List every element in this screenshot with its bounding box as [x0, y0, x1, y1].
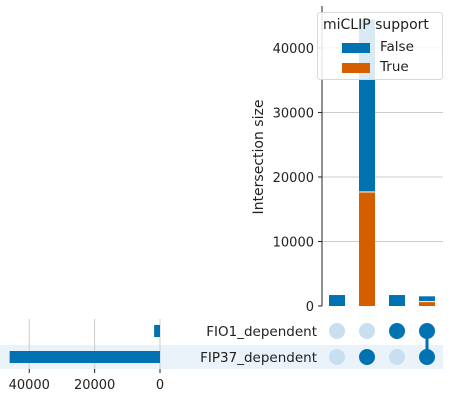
set-size-bar — [154, 325, 160, 337]
y-tick-label: 0 — [306, 300, 314, 315]
set-labels: FIO1_dependent FIP37_dependent — [200, 324, 317, 366]
intersection-matrix — [329, 323, 435, 365]
legend-title: miCLIP support — [323, 17, 429, 33]
matrix-dot-inactive — [329, 349, 345, 365]
y-tick-label: 10000 — [273, 235, 314, 250]
legend-swatch-true — [342, 63, 370, 73]
y-tick-label: 40000 — [273, 42, 314, 57]
legend-label-true: True — [380, 59, 409, 75]
set-size-tick-label: 0 — [156, 378, 164, 393]
matrix-dot-inactive — [359, 323, 375, 339]
legend-label-false: False — [380, 39, 414, 55]
bar-true — [419, 302, 435, 306]
bar-false — [419, 296, 435, 302]
y-axis-label: Intersection size — [251, 100, 267, 215]
set-label: FIO1_dependent — [206, 324, 317, 340]
bar-false — [389, 295, 405, 306]
y-tick-label: 20000 — [273, 171, 314, 186]
matrix-dot-active — [389, 323, 405, 339]
matrix-dot-active — [419, 323, 435, 339]
set-size-tick-label: 20000 — [74, 378, 115, 393]
legend: miCLIP support False True — [317, 12, 443, 80]
bar-false — [329, 295, 345, 306]
legend-swatch-false — [342, 43, 370, 53]
set-size-tick-labels: 40000 20000 0 — [9, 369, 164, 393]
set-size-bars — [9, 325, 160, 363]
matrix-dot-inactive — [329, 323, 345, 339]
matrix-dot-active — [419, 349, 435, 365]
matrix-dot-inactive — [389, 349, 405, 365]
bar-true — [359, 192, 375, 306]
y-tick-labels: 0 10000 20000 30000 40000 — [273, 42, 322, 315]
set-size-tick-label: 40000 — [9, 378, 50, 393]
set-label: FIP37_dependent — [200, 350, 317, 366]
set-size-bar — [9, 351, 160, 363]
y-tick-label: 30000 — [273, 106, 314, 121]
matrix-dot-active — [359, 349, 375, 365]
